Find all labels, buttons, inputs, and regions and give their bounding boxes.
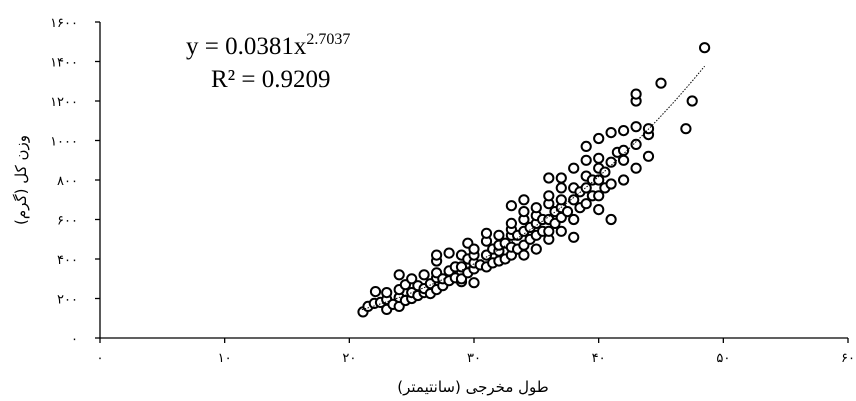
- data-point: [530, 202, 542, 214]
- x-tick-label: ۶۰: [841, 351, 855, 366]
- x-tick-label: ۲۰: [342, 351, 356, 366]
- data-point: [518, 249, 530, 261]
- axes: ۰ ۱۰ ۲۰ ۳۰ ۴۰ ۵۰ ۶۰۰۲۰۰۴۰۰۶۰۰۸۰۰۱۰۰۰۱۲۰۰۱۴۰۰۱۶…: [50, 16, 855, 366]
- data-point: [655, 77, 667, 89]
- data-point: [406, 273, 418, 285]
- data-point: [468, 277, 480, 289]
- x-tick-label: ۱۰: [218, 351, 232, 366]
- data-point: [580, 140, 592, 152]
- x-tick-label: ۰: [97, 351, 104, 366]
- y-tick-label: ۸۰۰: [57, 174, 78, 189]
- data-point: [505, 200, 517, 212]
- data-point: [543, 190, 555, 202]
- y-tick-label: ۶۰۰: [57, 214, 78, 229]
- data-point: [580, 198, 592, 210]
- x-tick-label: ۵۰: [716, 351, 730, 366]
- r-squared-text: R² = 0.9209: [211, 66, 331, 93]
- data-point: [393, 269, 405, 281]
- data-point: [699, 42, 711, 54]
- data-point: [580, 154, 592, 166]
- data-point: [605, 213, 617, 226]
- equation-exponent: 2.7037: [306, 31, 350, 48]
- data-point: [530, 243, 542, 255]
- data-point: [642, 150, 655, 162]
- data-point: [443, 247, 455, 259]
- data-point: [593, 152, 605, 164]
- data-point: [599, 166, 611, 178]
- data-point: [568, 194, 580, 206]
- x-axis-title: طول مخرجی (سانتیمتر): [397, 378, 548, 396]
- data-point: [431, 249, 443, 261]
- data-point: [518, 194, 530, 206]
- data-point: [618, 174, 630, 186]
- data-point: [630, 162, 642, 174]
- data-point: [630, 138, 642, 150]
- data-point: [630, 88, 642, 100]
- data-point: [593, 204, 605, 216]
- data-point: [568, 231, 580, 243]
- data-point: [568, 213, 580, 226]
- trendline: [361, 65, 705, 311]
- data-point: [618, 144, 630, 156]
- data-point: [630, 121, 642, 133]
- data-point: [605, 156, 617, 168]
- data-point: [561, 206, 574, 218]
- data-point: [618, 125, 630, 137]
- y-axis-title: وزن کل (گرم): [12, 135, 30, 225]
- data-point: [555, 225, 567, 237]
- data-point: [605, 127, 617, 139]
- y-tick-label: ۴۰۰: [57, 253, 78, 268]
- data-point: [369, 286, 382, 298]
- data-point: [680, 123, 692, 135]
- data-point: [468, 243, 480, 255]
- y-tick-label: ۱۶۰۰: [50, 16, 78, 31]
- data-point: [480, 227, 493, 239]
- x-tick-label: ۳۰: [467, 351, 481, 366]
- data-point: [686, 95, 698, 107]
- y-tick-label: ۱۴۰۰: [50, 56, 78, 71]
- data-point: [580, 182, 592, 194]
- y-tick-label: ۱۲۰۰: [50, 95, 78, 110]
- data-point: [568, 162, 580, 174]
- data-point: [493, 229, 505, 241]
- equation-text: y = 0.0381x2.7037: [186, 31, 350, 60]
- x-tick-label: ۴۰: [592, 351, 606, 366]
- regression-equation: y = 0.0381x2.7037 R² = 0.9209: [186, 31, 350, 93]
- y-tick-label: ۲۰۰: [57, 293, 78, 308]
- data-points: [357, 42, 711, 318]
- data-point: [593, 190, 605, 202]
- y-tick-label: ۰: [71, 332, 78, 347]
- data-point: [555, 194, 567, 206]
- data-point: [555, 182, 567, 194]
- data-point: [543, 172, 555, 184]
- data-point: [418, 269, 430, 281]
- data-point: [555, 172, 567, 184]
- data-point: [381, 287, 393, 299]
- data-point: [518, 206, 530, 218]
- y-tick-label: ۱۰۰۰: [50, 135, 78, 150]
- data-point: [593, 132, 605, 145]
- data-point: [605, 178, 617, 190]
- data-point: [505, 217, 517, 229]
- data-point: [543, 225, 555, 237]
